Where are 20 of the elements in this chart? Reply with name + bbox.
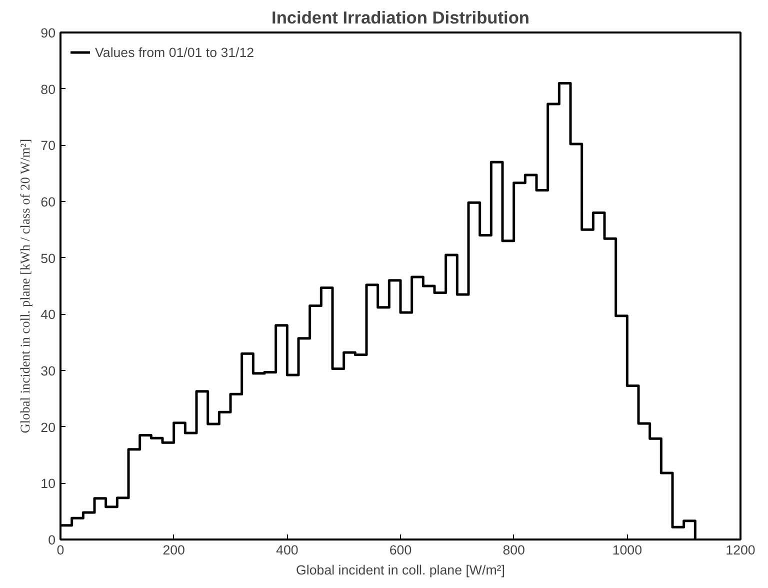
x-tick-label: 600 xyxy=(389,542,412,558)
y-tick-label: 0 xyxy=(48,532,56,548)
y-tick-label: 20 xyxy=(40,420,56,435)
chart-title: Incident Irradiation Distribution xyxy=(272,8,530,28)
y-tick-label: 80 xyxy=(40,82,56,97)
x-tick-label: 1000 xyxy=(612,542,642,558)
y-tick-label: 30 xyxy=(40,364,56,378)
x-tick-label: 200 xyxy=(162,542,185,558)
y-axis-title: Global incident in coll. plane [kWh / class of 20 W/m²] xyxy=(18,138,33,434)
y-tick-label: 70 xyxy=(40,138,56,154)
y-tick-label: 50 xyxy=(40,250,56,266)
x-tick-label: 1200 xyxy=(726,542,756,558)
x-tick-label: 400 xyxy=(276,542,298,558)
y-tick-label: 40 xyxy=(40,307,56,322)
x-tick-label: 800 xyxy=(502,542,525,558)
y-tick-label: 90 xyxy=(40,26,56,40)
y-tick-label: 10 xyxy=(40,476,56,492)
x-axis-title: Global incident in coll. plane [W/m²] xyxy=(296,562,505,578)
legend-label: Values from 01/01 to 31/12 xyxy=(95,44,254,60)
y-tick-label: 60 xyxy=(40,194,56,210)
